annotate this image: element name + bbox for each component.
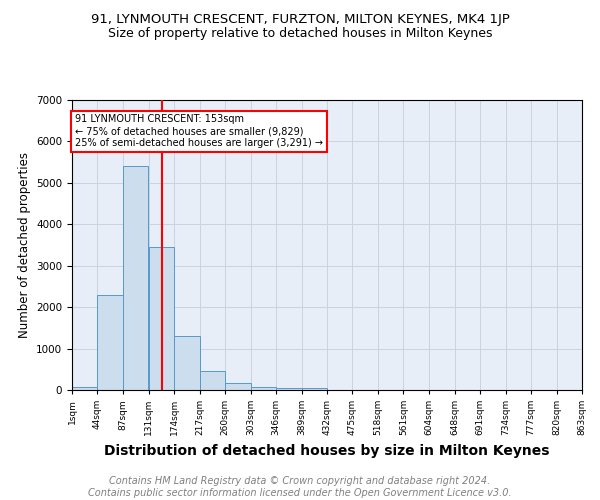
Text: Size of property relative to detached houses in Milton Keynes: Size of property relative to detached ho…	[108, 28, 492, 40]
Bar	[123, 166, 148, 390]
Bar	[149, 247, 175, 390]
Bar	[175, 336, 200, 390]
Bar	[72, 386, 97, 390]
Bar	[200, 372, 225, 390]
X-axis label: Distribution of detached houses by size in Milton Keynes: Distribution of detached houses by size …	[104, 444, 550, 458]
Bar	[251, 386, 276, 390]
Y-axis label: Number of detached properties: Number of detached properties	[17, 152, 31, 338]
Text: Contains HM Land Registry data © Crown copyright and database right 2024.
Contai: Contains HM Land Registry data © Crown c…	[88, 476, 512, 498]
Text: 91 LYNMOUTH CRESCENT: 153sqm
← 75% of detached houses are smaller (9,829)
25% of: 91 LYNMOUTH CRESCENT: 153sqm ← 75% of de…	[75, 114, 323, 148]
Bar	[302, 388, 327, 390]
Bar	[225, 383, 251, 390]
Bar	[276, 388, 302, 390]
Text: 91, LYNMOUTH CRESCENT, FURZTON, MILTON KEYNES, MK4 1JP: 91, LYNMOUTH CRESCENT, FURZTON, MILTON K…	[91, 12, 509, 26]
Bar	[97, 294, 123, 390]
